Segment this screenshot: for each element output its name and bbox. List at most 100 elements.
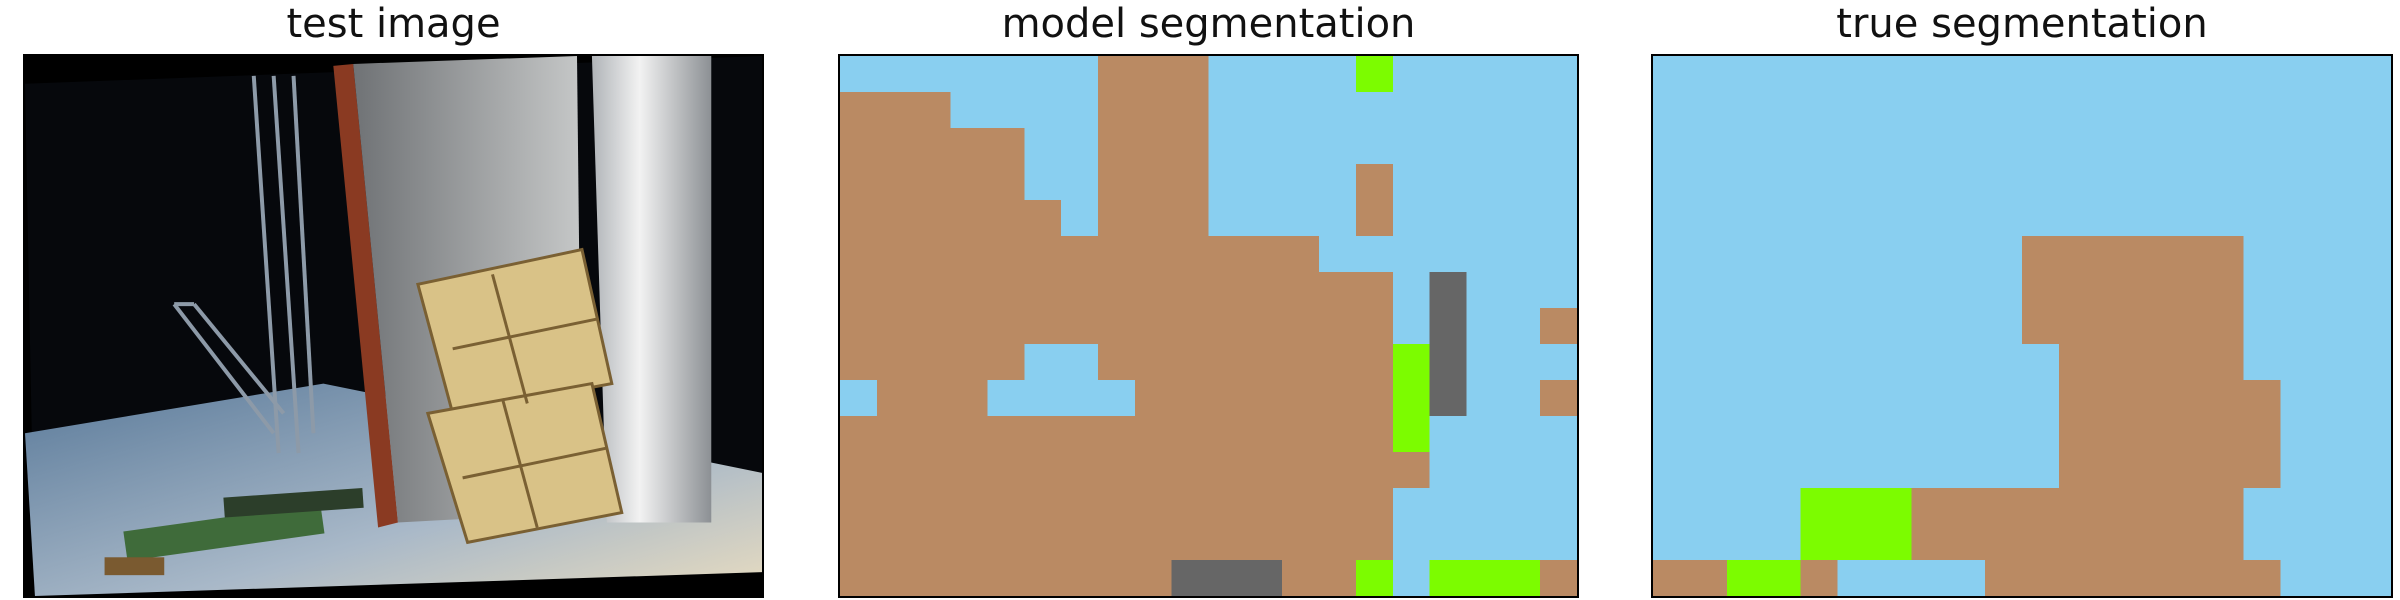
seg-cell-blue [1282,200,1320,237]
seg-cell-blue [913,56,952,93]
seg-cell-blue [2132,128,2171,165]
seg-cell-tan [1024,272,1062,309]
seg-cell-tan [1245,308,1283,345]
seg-cell-tan [1097,488,1136,525]
seg-cell-blue [1540,128,1577,165]
seg-cell-tan [1282,272,1320,309]
seg-cell-blue [1282,56,1320,93]
seg-cell-blue [1985,308,2023,345]
seg-cell-blue [950,56,989,93]
seg-cell-blue [1837,272,1876,309]
seg-cell-blue [1653,272,1691,309]
seg-cell-tan [1171,380,1210,417]
seg-cell-tan [1171,308,1210,345]
seg-cell-blue [1763,164,1802,201]
seg-cell-tan [1208,308,1247,345]
seg-cell-blue [1466,380,1505,417]
seg-cell-blue [1024,380,1062,417]
seg-cell-blue [2243,92,2282,129]
seg-cell-tan [987,236,1025,273]
seg-cell-tan [2095,344,2134,381]
seg-cell-tan [2058,344,2097,381]
seg-cell-tan [2022,524,2060,561]
seg-cell-blue [1319,56,1357,93]
seg-cell-blue [1392,92,1431,129]
seg-cell-blue [1319,236,1357,273]
seg-cell-blue [1245,200,1283,237]
true-segmentation-panel [1651,54,2393,598]
seg-cell-tan [1355,380,1394,417]
seg-cell-blue [1429,452,1468,489]
seg-cell-blue [2169,200,2208,237]
seg-cell-blue [1466,308,1505,345]
seg-cell-blue [2317,452,2355,489]
seg-cell-blue [2095,92,2134,129]
seg-cell-blue [1466,416,1505,453]
seg-cell-tan [2132,308,2171,345]
seg-cell-tan [1061,236,1099,273]
seg-cell-tan [1171,236,1210,273]
seg-cell-tan [1985,488,2023,525]
seg-cell-tan [2022,272,2060,309]
seg-cell-blue [1429,488,1468,525]
seg-cell-tan [2169,272,2208,309]
seg-cell-blue [1689,452,1728,489]
seg-cell-blue [2354,236,2391,273]
seg-cell-tan [1208,488,1247,525]
seg-cell-blue [840,380,878,417]
rust-edge [333,63,398,528]
seg-cell-blue [1874,92,1913,129]
seg-cell-blue [1503,128,1541,165]
seg-cell-green [1355,56,1394,93]
seg-cell-blue [1837,416,1876,453]
seg-cell-tan [2132,416,2171,453]
seg-cell-blue [1874,200,1913,237]
seg-cell-blue [1911,92,1949,129]
seg-cell-tan [1319,416,1357,453]
seg-cell-blue [1282,164,1320,201]
seg-cell-tan [840,344,878,381]
seg-cell-blue [1837,560,1876,596]
seg-cell-blue [2354,380,2391,417]
seg-cell-blue [1763,344,1802,381]
seg-cell-tan [2169,524,2208,561]
seg-cell-blue [1689,128,1728,165]
seg-cell-tan [1985,524,2023,561]
seg-cell-blue [1726,56,1765,93]
seg-cell-blue [2354,560,2391,596]
seg-cell-blue [2280,524,2318,561]
seg-cell-blue [2206,92,2245,129]
seg-cell-blue [1540,56,1577,93]
seg-cell-blue [1985,92,2023,129]
seg-cell-tan [987,164,1025,201]
seg-cell-tan [1319,344,1357,381]
seg-cell-green [1763,560,1802,596]
seg-cell-tan [1282,380,1320,417]
seg-cell-blue [1726,164,1765,201]
seg-cell-tan [2243,560,2282,596]
seg-cell-blue [1392,272,1431,309]
seg-cell-blue [2243,308,2282,345]
seg-cell-blue [2280,452,2318,489]
seg-cell-blue [1763,416,1802,453]
seg-cell-tan [1653,560,1691,596]
seg-cell-tan [1245,236,1283,273]
seg-cell-tan [913,236,952,273]
seg-cell-tan [1208,452,1247,489]
seg-cell-blue [1874,272,1913,309]
seg-cell-blue [2243,200,2282,237]
seg-cell-tan [1024,560,1062,596]
seg-cell-tan [1134,128,1173,165]
seg-cell-blue [2022,380,2060,417]
seg-cell-blue [1763,452,1802,489]
model-segmentation-grid [840,56,1577,596]
seg-cell-tan [2058,452,2097,489]
seg-cell-blue [1800,92,1839,129]
seg-cell-tan [840,92,878,129]
seg-cell-tan [913,524,952,561]
seg-cell-tan [2058,524,2097,561]
seg-cell-blue [1948,344,1986,381]
seg-cell-blue [1726,128,1765,165]
seg-cell-tan [2206,524,2245,561]
seg-cell-blue [1392,560,1431,596]
